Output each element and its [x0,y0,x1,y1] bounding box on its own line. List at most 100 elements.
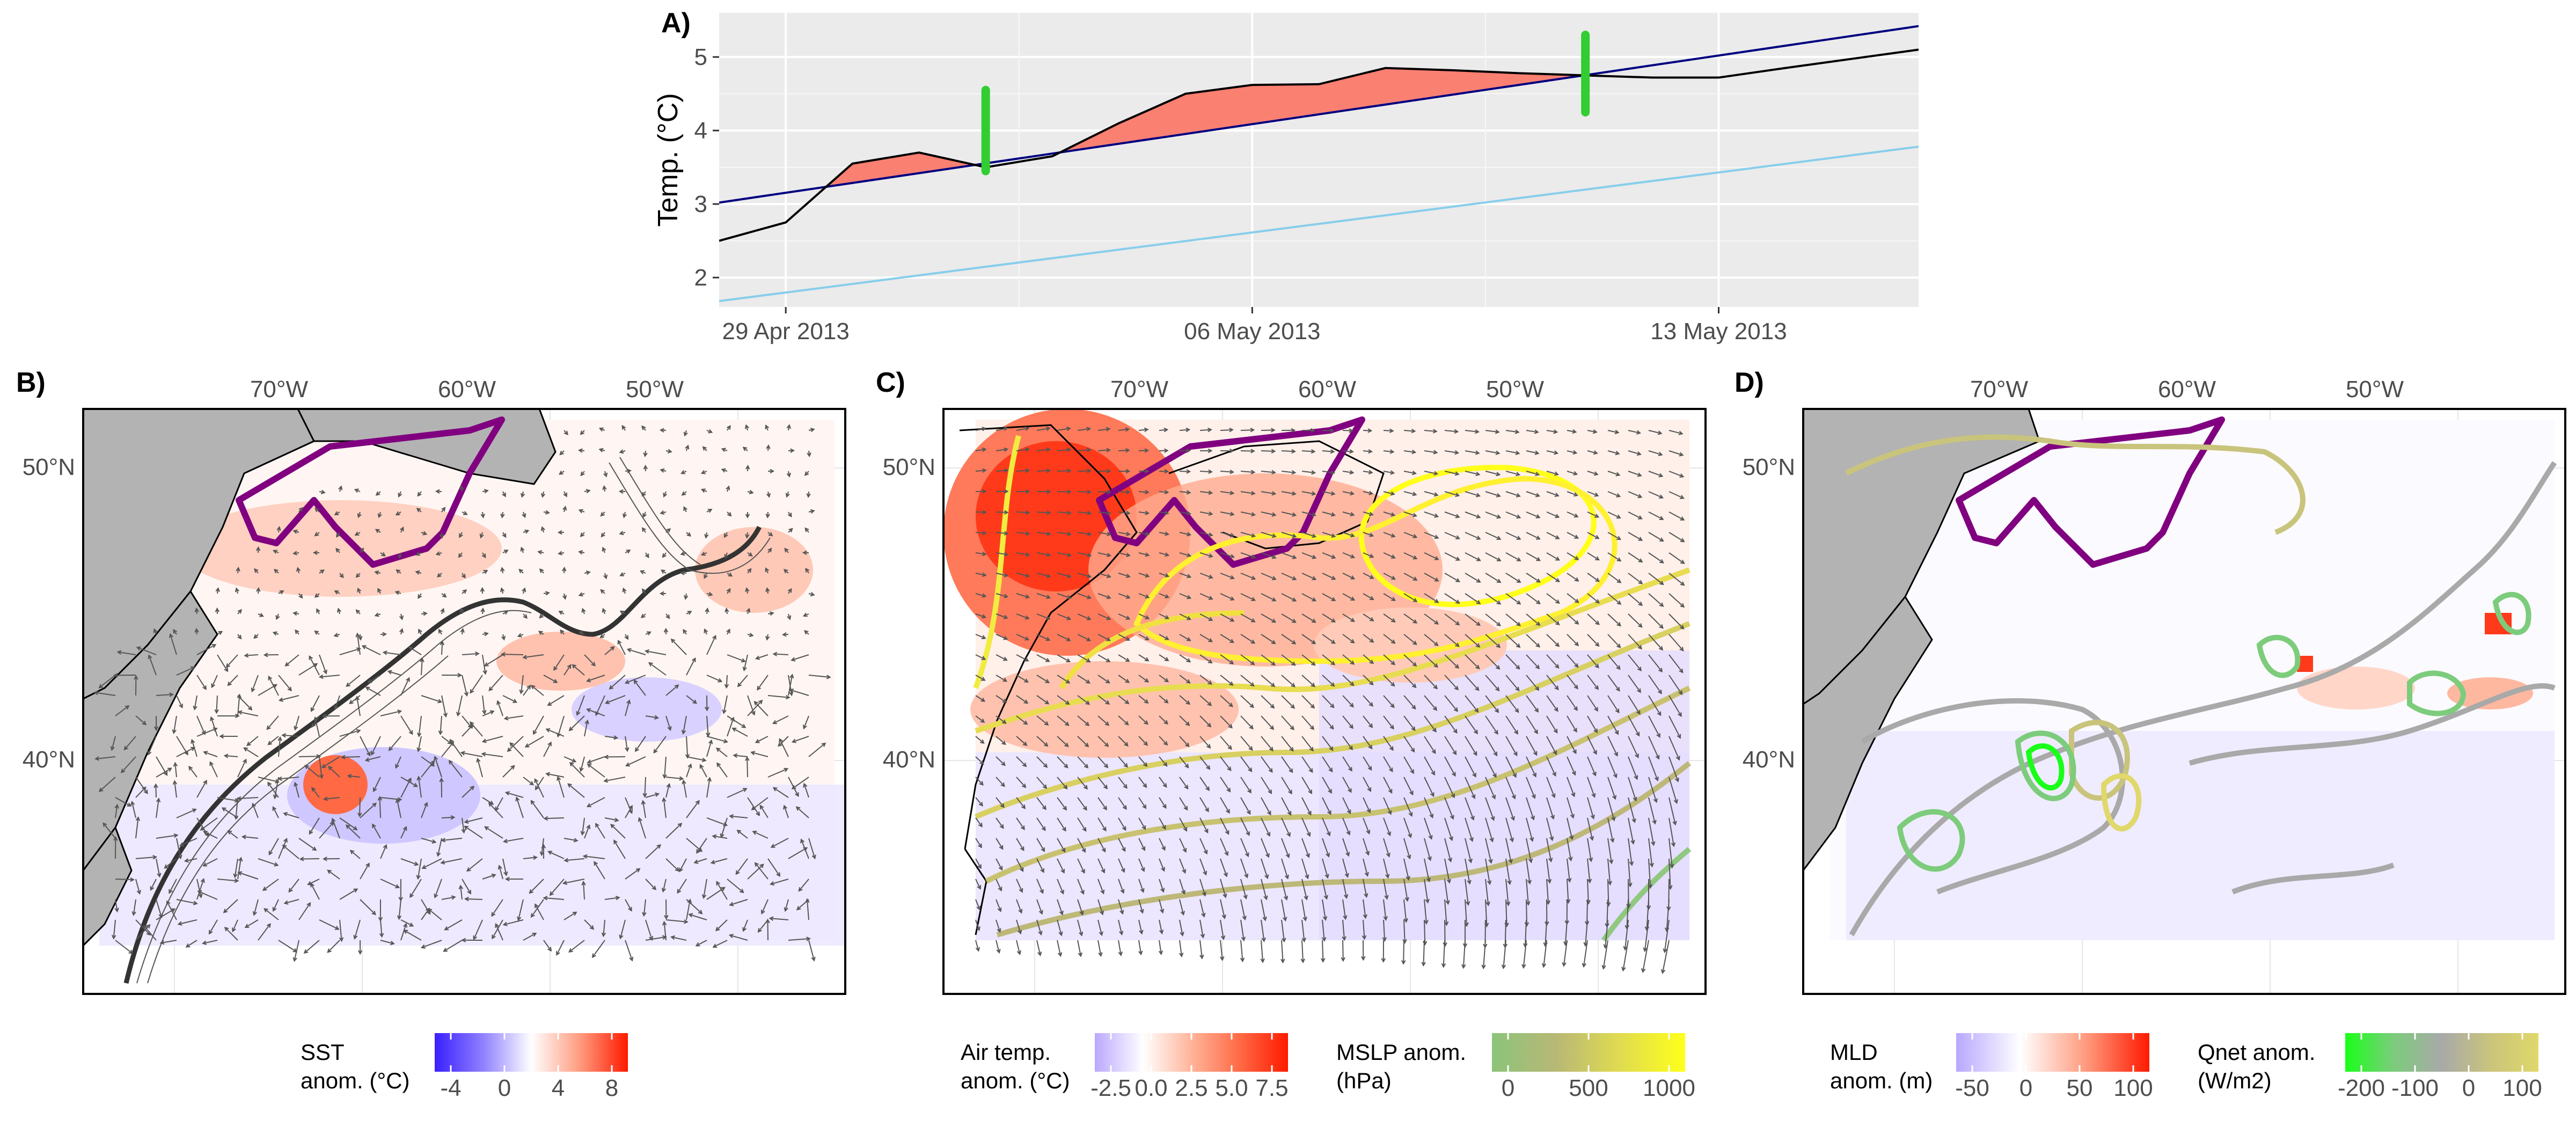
panel-b-vector-head [684,595,689,600]
panel-c-vector-head [1454,685,1459,691]
panel-c-vector-head [1409,791,1414,796]
panel-c-vector [1485,471,1500,475]
panel-c-vector-head [1350,618,1356,622]
panel-c-vector [1159,634,1169,640]
panel-b-vector-head [403,923,408,928]
panel-b-vector [729,934,748,941]
panel-b-vector [209,762,218,778]
panel-c-vector-head [1106,679,1110,684]
panel-b-vector-head [765,514,770,519]
panel-c-vector [1281,736,1294,751]
panel-c-vector-head [1160,909,1165,914]
panel-b-vector-head [495,923,499,928]
panel-c-vector-head [1582,963,1586,968]
panel-c-vector [1118,532,1130,535]
panel-c-vector-head [1369,553,1374,558]
panel-b-vector [356,633,361,655]
panel-c-vector [975,428,986,431]
panel-b-vector [727,879,744,893]
panel-c-vector [1342,491,1354,495]
panel-c-vector [996,675,1007,682]
panel-c-vector-head [1251,597,1256,601]
panel-c-vector [1097,817,1107,831]
panel-b-vector-head [553,679,558,683]
panel-c-vector [1179,879,1185,894]
panel-b-vector-head [520,493,525,498]
panel-b-vector-head [309,655,313,660]
panel-c-vector-head [1230,511,1235,516]
panel-b-vector [396,799,401,818]
panel-c-vector-head [1496,493,1501,497]
panel-b-colorbar-tick-label: 0 [498,1075,511,1101]
panel-b-vector-head [522,655,528,660]
panel-c-vector-head [1330,470,1336,475]
panel-c-vector [1097,736,1109,747]
panel-b-vector [380,940,394,945]
panel-b-vector-head [696,849,700,854]
panel-b-vector-head [224,667,229,672]
panel-c-vector [1526,715,1538,734]
panel-c-vector [1465,593,1481,604]
panel-c-vector [996,634,1007,640]
panel-c-vector-head [1432,728,1437,733]
panel-c-vector [1301,552,1316,559]
panel-b-vector-head [625,762,630,767]
panel-c-vector [1016,552,1029,556]
panel-b-vector-head [382,632,387,637]
panel-b-vector-head [313,716,318,721]
panel-c-vector-head [1085,700,1091,705]
panel-b-vector-head [535,903,539,909]
panel-b-vector-head [435,489,440,494]
panel-c-vector-head [1143,741,1148,746]
panel-c-vector [1261,675,1275,687]
panel-b-vector [133,899,136,916]
panel-c-vector [1057,797,1067,810]
panel-c-vector [1281,675,1296,687]
panel-b-vector [176,899,197,904]
panel-c-vector [1465,715,1478,734]
panel-c-vector [1607,797,1615,821]
panel-b-vector [131,801,136,818]
panel-b-vector-head [163,771,168,777]
panel-c-vector [1240,777,1252,793]
panel-b-vector [645,650,667,655]
panel-c-vector [1546,471,1558,475]
panel-b-vector [747,864,764,880]
panel-c-vector [1036,613,1050,620]
panel-c-vector-head [980,739,985,744]
panel-c-vector [1240,471,1255,473]
panel-b-vector [550,879,565,896]
panel-b-vector-head [807,452,811,457]
panel-b-vector [572,664,585,676]
panel-c-vector-head [1311,449,1316,454]
panel-c-vector-head [982,427,987,431]
panel-c-vector-head [1555,621,1560,626]
panel-c-vector-head [1124,700,1130,705]
panel-c-vector-head [1163,699,1169,704]
panel-c-vector-head [1162,783,1167,788]
panel-b-vector-head [482,709,487,715]
panel-b-vector-head [409,923,414,927]
panel-c-vector [1648,613,1664,628]
panel-b-vector-head [390,940,395,946]
panel-b-vector [767,858,780,876]
panel-c-vector-head [1229,660,1234,665]
panel-c-vector [975,838,982,848]
panel-c-vector [1668,491,1684,499]
panel-b-vector-head [275,615,280,620]
panel-c-vector [1383,654,1395,665]
panel-b-vector-head [741,723,747,728]
panel-c-vector-head [1100,889,1105,895]
panel-b-vector-head [211,683,216,689]
panel-c-vector [1077,552,1091,557]
panel-c-vector [1281,491,1296,495]
panel-b-vector-head [357,950,363,955]
panel-c-vector [1240,940,1243,962]
panel-b-vector-head [677,889,682,894]
panel-b-vector-head [645,553,649,559]
panel-b-vector-head [723,738,729,743]
panel-c-vector [1342,695,1354,707]
panel-b-vector-head [470,785,475,791]
panel-c-vector [1077,756,1088,769]
panel-b-vector [509,742,524,757]
